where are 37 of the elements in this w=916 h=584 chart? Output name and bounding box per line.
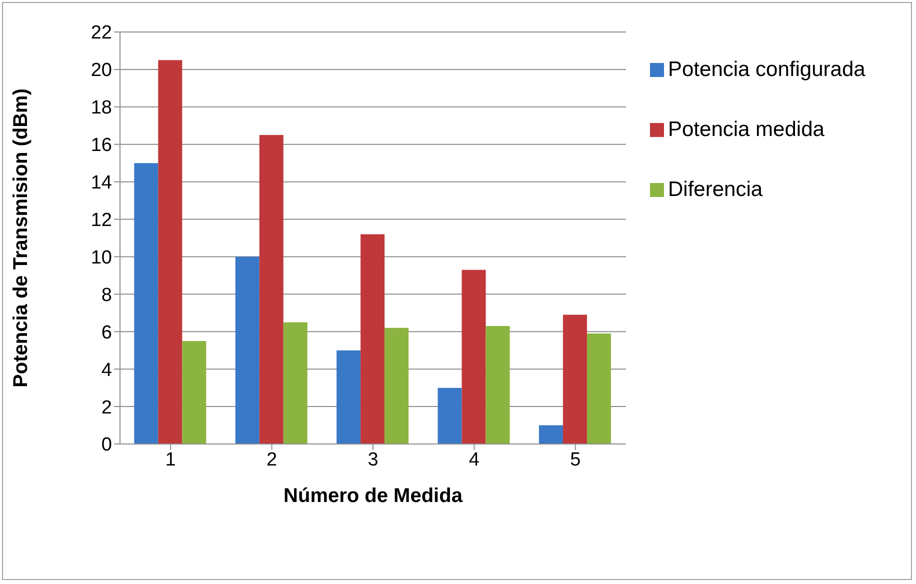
x-tick-label: 5 [570, 449, 581, 470]
bar [586, 334, 611, 444]
bar [283, 322, 308, 444]
y-tick-label: 4 [101, 360, 112, 381]
bar [438, 388, 462, 444]
y-tick-label: 12 [90, 210, 112, 232]
bar [384, 328, 409, 444]
y-tick-label: 6 [101, 322, 112, 344]
bar [134, 163, 158, 444]
y-tick-label: 8 [101, 284, 112, 306]
bar [235, 256, 260, 444]
y-tick-label: 0 [101, 434, 112, 456]
bar [462, 270, 486, 444]
y-tick-label: 10 [90, 247, 112, 268]
x-tick-label: 4 [468, 449, 480, 470]
bar [259, 135, 284, 444]
legend-label: Potencia configurada [668, 58, 866, 81]
bar [182, 341, 206, 444]
bar [336, 350, 361, 444]
legend-label: Diferencia [668, 178, 763, 201]
bar [538, 425, 563, 444]
bar [562, 314, 587, 444]
x-tick-label: 3 [368, 449, 378, 470]
y-tick-label: 16 [90, 135, 112, 156]
x-tick-label: 2 [266, 449, 278, 470]
bar [158, 60, 182, 444]
y-tick-label: 20 [90, 60, 112, 82]
x-tick-label: 1 [165, 449, 176, 470]
y-tick-label: 18 [90, 98, 112, 119]
y-tick-label: 2 [101, 397, 112, 418]
x-axis-title: Número de Medida [284, 485, 464, 507]
y-tick-label: 22 [90, 22, 112, 44]
y-axis-title: Potencia de Transmision (dBm) [10, 88, 32, 388]
legend-label: Potencia medida [668, 118, 824, 141]
y-tick-label: 14 [90, 172, 112, 194]
bar [360, 234, 385, 444]
bar [486, 326, 510, 444]
